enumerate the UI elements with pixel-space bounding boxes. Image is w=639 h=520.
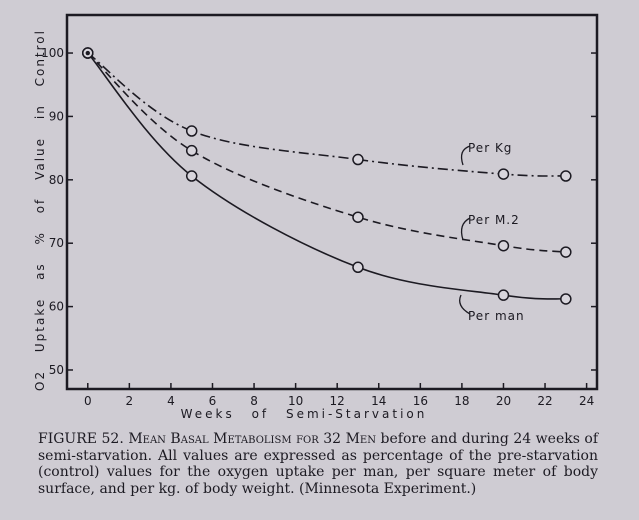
x-tick-label: 18 <box>454 394 469 408</box>
caption-text: before and during 24 weeks of semi-starv… <box>38 431 599 497</box>
x-tick-label: 10 <box>288 394 303 408</box>
data-point <box>560 246 572 258</box>
series-line-2 <box>87 52 566 300</box>
data-point <box>497 289 510 301</box>
series-label-pointer <box>460 217 471 241</box>
series-label-1: Per M.2 <box>468 213 520 227</box>
series-label-pointer <box>460 145 471 166</box>
data-points <box>82 47 572 305</box>
x-tick-label: 12 <box>330 394 345 408</box>
y-tick-label: 90 <box>49 109 64 123</box>
data-point <box>185 144 198 157</box>
series-label-2: Per man <box>468 309 525 323</box>
plot-frame <box>65 13 599 391</box>
y-axis-title: O2 Uptake as % of Value in Control <box>33 29 47 391</box>
series-label-0: Per Kg <box>468 141 512 155</box>
x-tick-label: 8 <box>250 394 258 408</box>
series-label-pointer <box>459 294 471 315</box>
y-tick-label: 80 <box>49 173 64 187</box>
data-point <box>352 211 364 223</box>
caption-prefix: FIGURE 52. <box>38 431 124 447</box>
data-point <box>560 293 572 305</box>
x-tick-label: 2 <box>126 394 134 408</box>
x-tick-label: 24 <box>579 394 594 408</box>
data-point <box>185 170 198 182</box>
series-line-0 <box>87 52 566 177</box>
series-labels: Per Kg Per M.2 Per man <box>459 141 525 323</box>
data-point <box>560 170 572 182</box>
x-tick-label: 0 <box>84 394 92 408</box>
data-point <box>185 125 198 137</box>
series-lines <box>87 52 566 300</box>
data-point <box>352 153 364 166</box>
x-tick-label: 20 <box>496 394 511 408</box>
data-point <box>497 168 510 180</box>
figure-caption: FIGURE 52. Mean Basal Metabolism for 32 … <box>38 431 598 497</box>
y-tick-label: 70 <box>49 236 64 250</box>
x-tick-label: 6 <box>209 394 217 408</box>
data-point <box>352 261 364 274</box>
x-tick-label: 16 <box>413 394 428 408</box>
y-tick-label: 50 <box>49 363 64 377</box>
origin-point-dot <box>85 50 90 56</box>
x-axis-title: Weeks of Semi-Starvation <box>181 407 428 421</box>
x-tick-label: 4 <box>167 394 175 408</box>
x-tick-label: 14 <box>371 394 386 408</box>
data-point <box>497 239 510 252</box>
caption-title: Mean Basal Metabolism for 32 Men <box>128 431 376 447</box>
x-tick-label: 22 <box>537 394 552 408</box>
y-tick-label: 100 <box>41 46 64 60</box>
y-tick-label: 60 <box>49 300 64 314</box>
